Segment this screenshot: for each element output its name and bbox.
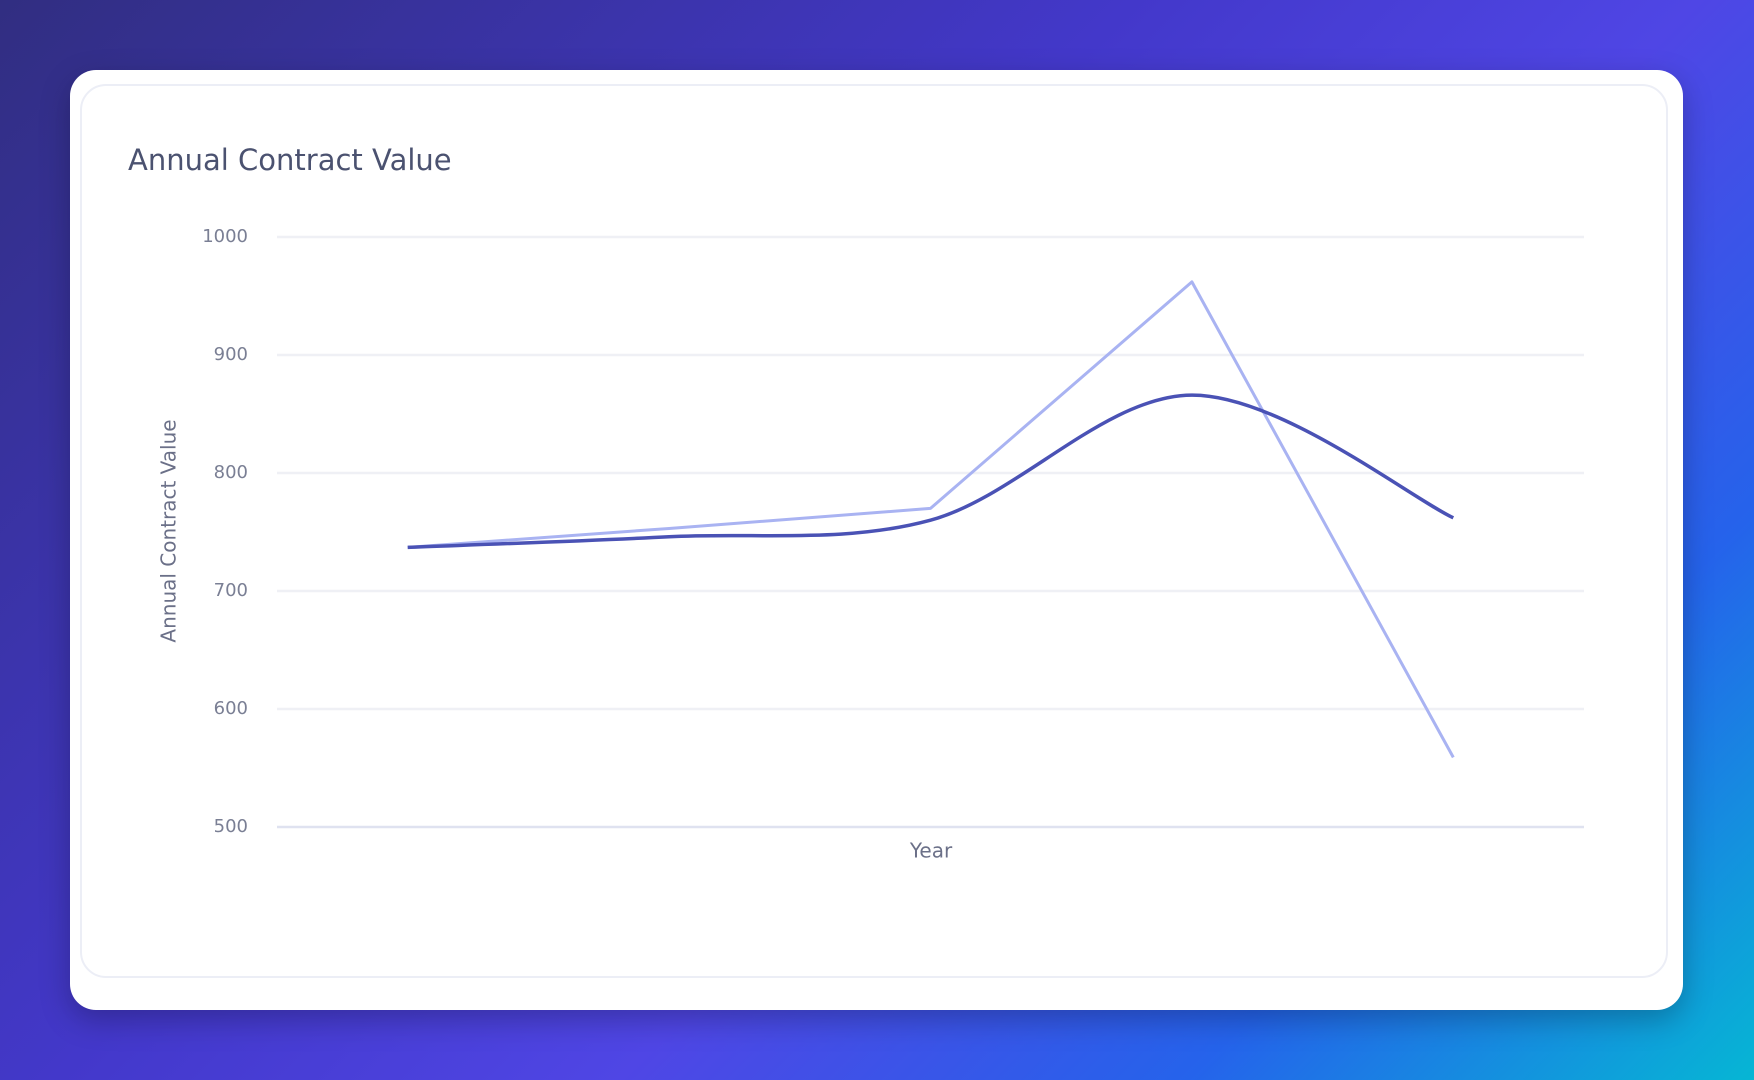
y-tick-label: 1000: [202, 226, 248, 247]
card: [70, 70, 1683, 1010]
y-tick-label: 900: [214, 344, 248, 365]
chart-title: Annual Contract Value: [128, 143, 452, 177]
series-line: [407, 393, 1455, 550]
y-tick-label: 500: [214, 816, 248, 837]
y-tick-label: 700: [214, 580, 248, 601]
x-axis-label: Year: [909, 839, 953, 863]
series-line: [407, 280, 1455, 759]
card-border: [80, 84, 1668, 978]
y-axis-label: Annual Contract Value: [157, 419, 181, 642]
y-tick-label: 800: [214, 462, 248, 483]
y-tick-label: 600: [214, 698, 248, 719]
